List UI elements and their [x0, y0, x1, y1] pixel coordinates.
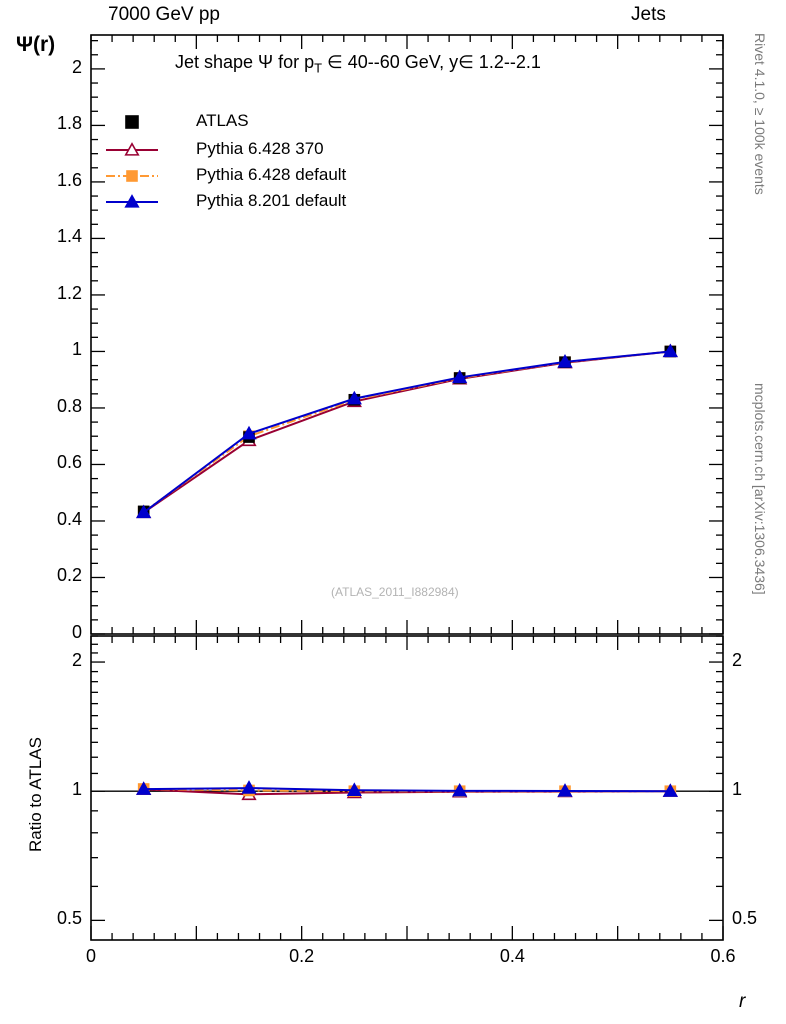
data-marker — [452, 782, 468, 797]
series-pythia-8-201-default — [136, 343, 678, 519]
x-tick-label: 0.2 — [289, 946, 315, 966]
x-tick-label: 0 — [86, 946, 97, 966]
legend-label-2: Pythia 6.428 default — [196, 165, 347, 184]
x-axis-label: r — [739, 991, 746, 1012]
main-y-tick-label: 0 — [72, 622, 83, 642]
data-marker — [125, 115, 139, 129]
legend-label-0: ATLAS — [196, 111, 249, 130]
plot-title: Jet shape Ψ for pT ∈ 40--60 GeV, y∈ 1.2-… — [175, 52, 541, 76]
header-right-label: Jets — [631, 4, 666, 25]
series-pythia-8-201-default — [136, 780, 678, 797]
data-marker — [557, 354, 573, 368]
x-tick-label: 0.6 — [710, 946, 736, 966]
legend-label-3: Pythia 8.201 default — [196, 191, 347, 210]
ratio-y-tick-label-right: 0.5 — [732, 908, 758, 929]
main-y-axis-label: Ψ(r) — [16, 33, 56, 56]
main-panel-data — [136, 343, 678, 519]
rivet-version-label: Rivet 4.1.0, ≥ 100k events — [752, 33, 768, 195]
main-panel-frame — [90, 34, 724, 635]
main-y-tick-label: 1.8 — [57, 113, 83, 134]
header-left-label: 7000 GeV pp — [108, 4, 220, 25]
main-y-tick-label: 2 — [72, 56, 83, 77]
legend-entry-3 — [106, 194, 158, 208]
main-y-tick-label: 1 — [72, 339, 83, 360]
data-marker — [346, 390, 362, 405]
series-line — [143, 787, 671, 793]
series-pythia-6-428-370 — [136, 343, 678, 519]
data-marker — [346, 782, 362, 796]
data-marker — [557, 783, 573, 797]
main-y-tick-label: 1.4 — [57, 226, 83, 247]
legend-entry-2 — [106, 170, 158, 182]
main-y-tick-label: 0.2 — [57, 565, 83, 586]
data-marker — [126, 170, 138, 182]
data-marker — [662, 783, 678, 797]
series-line — [143, 350, 671, 514]
plot-title-subscript: T — [314, 60, 323, 76]
plot-title-suffix: ∈ 40--60 GeV, y∈ 1.2--2.1 — [322, 52, 541, 72]
series-line — [143, 350, 671, 514]
data-marker — [452, 369, 468, 384]
data-marker — [662, 343, 678, 358]
plot-title-prefix: Jet shape Ψ for p — [175, 52, 315, 72]
data-marker — [136, 504, 152, 519]
x-tick-label: 0.4 — [499, 946, 525, 966]
ratio-y-tick-label-right: 2 — [732, 650, 743, 671]
legend-entry-1 — [106, 142, 158, 156]
data-marker — [241, 780, 257, 794]
mcplots-source-label: mcplots.cern.ch [arXiv:1306.3436] — [752, 383, 768, 595]
main-y-tick-label: 1.2 — [57, 282, 83, 303]
legend-entry-0 — [125, 115, 139, 129]
ratio-y-tick-label-right: 1 — [732, 779, 743, 800]
ratio-y-tick-label: 2 — [72, 650, 83, 671]
main-y-tick-label: 0.8 — [57, 395, 83, 416]
ratio-y-tick-label: 1 — [72, 779, 83, 800]
data-marker — [124, 194, 140, 208]
series-line — [143, 350, 671, 513]
legend-label-1: Pythia 6.428 370 — [196, 139, 324, 158]
series-atlas — [137, 345, 677, 518]
ratio-panel-data — [91, 780, 723, 801]
main-y-tick-label: 0.6 — [57, 452, 83, 473]
data-marker — [124, 142, 140, 156]
main-y-tick-label: 0.4 — [57, 508, 83, 529]
ratio-y-tick-label: 0.5 — [57, 908, 83, 929]
ratio-y-axis-label: Ratio to ATLAS — [26, 737, 45, 852]
analysis-id-watermark: (ATLAS_2011_I882984) — [331, 585, 459, 599]
main-y-tick-label: 1.6 — [57, 169, 83, 190]
series-pythia-6-428-default — [137, 345, 677, 518]
data-marker — [241, 425, 257, 440]
data-marker — [136, 781, 152, 795]
